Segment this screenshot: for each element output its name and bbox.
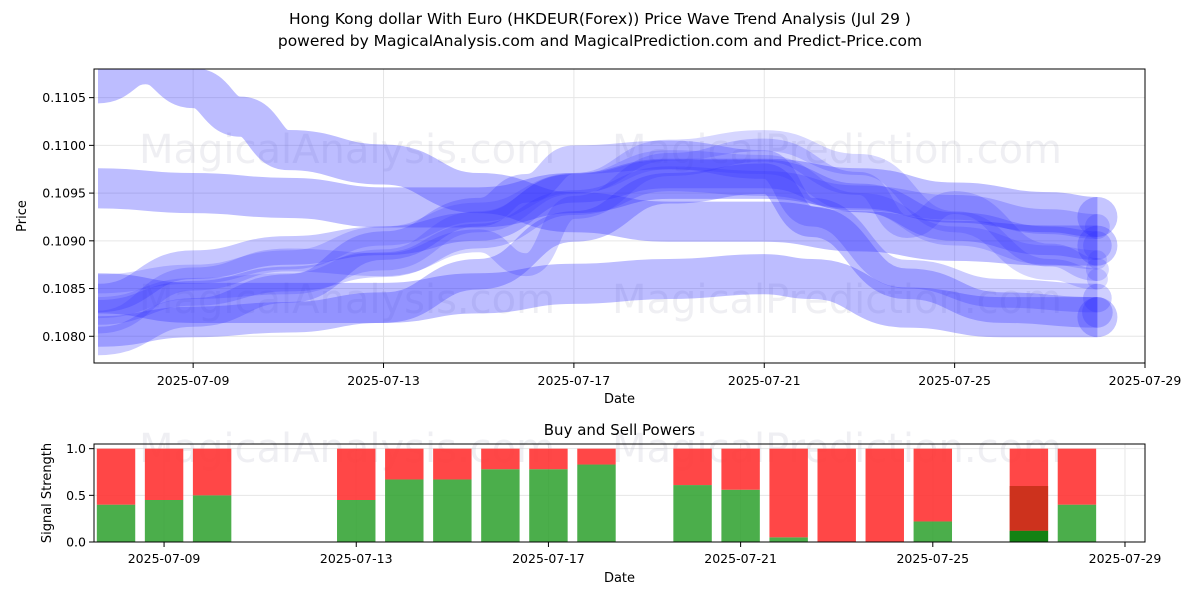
y-tick-label: 0.1085 [42,281,86,296]
sell-bar [673,448,712,486]
y-tick-label: 0.0 [66,535,86,550]
plot-frame-bottom [93,443,1146,543]
wave-band-end [1085,214,1110,239]
buy-bar [192,495,232,542]
sell-bar [192,448,232,496]
wave-band [97,163,1098,347]
y-axis-label: Price [15,200,30,232]
sell-bar [721,448,760,490]
sell-bar [1057,448,1097,505]
buy-bar [433,479,472,542]
sell-bar [481,448,520,470]
wave-band-end [1077,225,1118,266]
sell-bar [865,448,904,542]
x-tick-label: 2025-07-17 [512,551,585,566]
sell-bar [529,448,568,470]
buy-bar [481,469,520,542]
y-tick-label: 0.1105 [42,90,86,105]
wave-band [97,150,1098,294]
x-tick-label: 2025-07-17 [538,373,611,388]
y-tick-label: 0.1095 [42,186,86,201]
x-axis-label: Date [604,392,635,407]
wave-band-end [1077,196,1118,237]
buy-bar [769,537,808,542]
y-tick-label: 1.0 [66,441,86,456]
x-tick-label: 2025-07-25 [918,373,991,388]
x-axis-label: Date [604,571,635,586]
x-tick-label: 2025-07-29 [1089,551,1162,566]
sell-bar [337,448,376,500]
sell-bar [913,448,953,522]
sell-bar [96,448,136,505]
wave-band-end [1087,250,1107,270]
x-tick-label: 2025-07-13 [320,551,393,566]
x-tick-label: 2025-07-25 [896,551,969,566]
sell-bar [817,448,856,542]
buy-bar [96,504,136,542]
wave-band [97,158,1098,238]
overlay-bar [1009,486,1049,531]
buy-bar [1057,504,1097,542]
x-tick-label: 2025-07-09 [128,551,201,566]
buy-bar [721,489,760,542]
wave-band-end [1077,297,1118,338]
buy-bar [529,469,568,542]
x-tick-label: 2025-07-21 [704,551,777,566]
watermark-text: MagicalPrediction.com [612,127,1062,173]
x-tick-label: 2025-07-13 [347,373,420,388]
wave-band-end [1083,283,1112,313]
y-tick-label: 0.1080 [42,329,86,344]
bottom-chart-title: Buy and Sell Powers [544,421,696,439]
sell-bar [385,448,424,480]
wave-band-end [1086,268,1108,290]
wave-band [97,254,1098,338]
watermark-text: MagicalAnalysis.com [139,127,555,173]
wave-bands [96,69,1118,356]
wave-band [96,69,1098,266]
wave-band [97,138,1099,334]
sell-bar [144,448,184,500]
x-tick-label: 2025-07-21 [728,373,801,388]
wave-band-end [1082,297,1113,328]
wave-band [97,130,1098,319]
watermark-text: MagicalPrediction.com [612,277,1062,323]
y-tick-label: 0.1100 [42,138,86,153]
sell-bar [577,448,616,465]
overlay-buy-bar [1009,530,1049,542]
x-tick-label: 2025-07-29 [1109,373,1182,388]
watermark-text: MagicalAnalysis.com [139,277,555,323]
sell-bar [769,448,808,538]
y-tick-label: 0.1090 [42,233,86,248]
x-tick-label: 2025-07-09 [157,373,230,388]
chart-title: Hong Kong dollar With Euro (HKDEUR(Forex… [289,10,911,28]
buy-bar [337,500,376,542]
buy-bar [913,521,953,542]
wave-band-end [1085,257,1109,281]
buy-bar [144,500,184,542]
buy-bar [577,464,616,542]
y-axis-label: Signal Strength [40,443,55,543]
y-tick-label: 0.5 [66,488,86,503]
buy-bar [673,485,712,542]
wave-band [97,140,1098,356]
chart-subtitle: powered by MagicalAnalysis.com and Magic… [277,32,923,50]
plot-frame [93,68,1146,364]
wave-band [97,159,1098,313]
buy-bar [385,479,424,542]
sell-bar [433,448,472,480]
wave-band-end [1083,231,1112,260]
wave-band [97,166,1098,325]
